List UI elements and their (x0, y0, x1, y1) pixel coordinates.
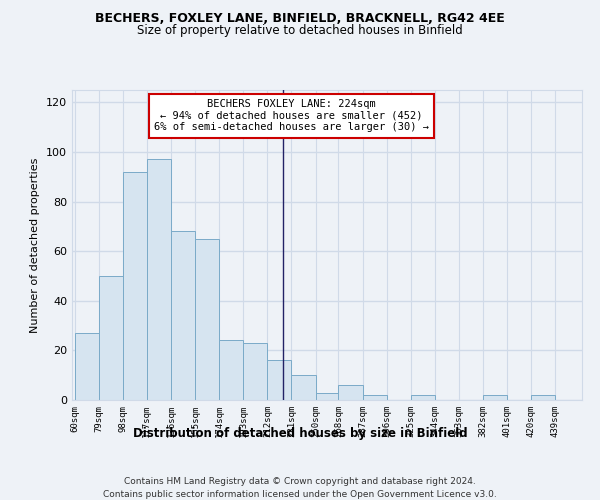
Bar (531, 395, 556, 400)
Bar (147, 160, 171, 400)
Bar (219, 340, 243, 400)
Bar (98, 276, 123, 400)
Text: BECHERS FOXLEY LANE: 224sqm
← 94% of detached houses are smaller (452)
6% of sem: BECHERS FOXLEY LANE: 224sqm ← 94% of det… (154, 100, 429, 132)
Text: Contains public sector information licensed under the Open Government Licence v3: Contains public sector information licen… (103, 490, 497, 499)
Bar (292, 375, 316, 400)
Bar (123, 172, 147, 400)
Y-axis label: Number of detached properties: Number of detached properties (31, 158, 40, 332)
Text: Size of property relative to detached houses in Binfield: Size of property relative to detached ho… (137, 24, 463, 37)
Bar (338, 385, 362, 400)
Bar (243, 343, 268, 400)
Bar (316, 392, 340, 400)
Bar (74, 333, 98, 400)
Text: Distribution of detached houses by size in Binfield: Distribution of detached houses by size … (133, 428, 467, 440)
Text: Contains HM Land Registry data © Crown copyright and database right 2024.: Contains HM Land Registry data © Crown c… (124, 478, 476, 486)
Bar (195, 239, 219, 400)
Bar (483, 395, 507, 400)
Bar (268, 360, 292, 400)
Text: BECHERS, FOXLEY LANE, BINFIELD, BRACKNELL, RG42 4EE: BECHERS, FOXLEY LANE, BINFIELD, BRACKNEL… (95, 12, 505, 26)
Bar (171, 232, 195, 400)
Bar (411, 395, 435, 400)
Bar (362, 395, 386, 400)
